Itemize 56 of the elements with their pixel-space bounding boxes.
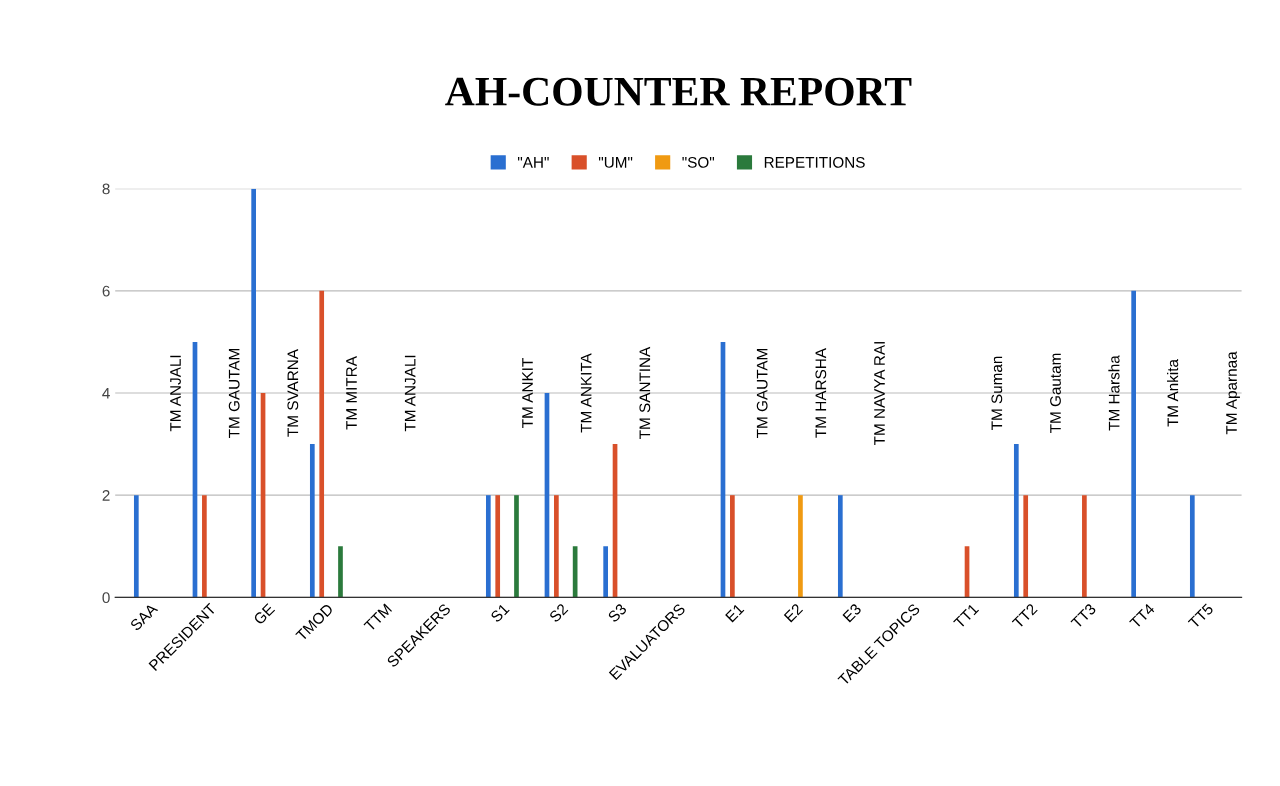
bar <box>514 495 519 598</box>
bar <box>798 495 803 598</box>
y-tick-label: 2 <box>102 490 110 501</box>
y-tick-label: 8 <box>102 183 110 195</box>
annotation: TM ANKIT <box>522 358 533 428</box>
x-tick-label: TT1 <box>953 603 980 630</box>
x-tick-label: TT3 <box>1070 602 1097 630</box>
bar <box>485 495 491 598</box>
bar <box>495 495 501 598</box>
annotation: TM NAVYA RAI <box>874 342 885 446</box>
bar <box>1023 495 1029 598</box>
bar <box>1131 290 1136 598</box>
legend-label: "AH" <box>517 157 549 168</box>
annotation: TM ANJALI <box>404 355 416 432</box>
annotation: TM ANKITA <box>580 353 592 433</box>
annotation: TM ANJALI <box>170 355 181 432</box>
bar <box>319 290 325 598</box>
x-tick-label: TT4 <box>1129 602 1156 630</box>
bar <box>1013 444 1019 598</box>
annotation: TM SANTINA <box>639 346 651 439</box>
y-tick-label: 4 <box>102 388 110 399</box>
annotation: TM Ankita <box>1167 359 1179 427</box>
x-tick-label: E1 <box>725 603 745 623</box>
chart-title: AH-COUNTER REPORT <box>445 77 912 106</box>
y-tick-label: 0 <box>102 592 110 604</box>
x-tick-label: S2 <box>548 603 569 623</box>
annotation: TM Gautam <box>1050 353 1061 433</box>
legend-label: REPETITIONS <box>764 156 865 168</box>
legend-label: "SO" <box>682 156 715 168</box>
annotation: TM HARSHA <box>815 348 827 438</box>
annotation: TM Harsha <box>1108 355 1120 431</box>
annotation: TM SVARNA <box>287 349 299 437</box>
bar <box>1082 495 1087 598</box>
annotation: TM Suman <box>991 356 1003 431</box>
bar <box>133 495 139 598</box>
bar <box>1189 495 1195 598</box>
bar <box>251 188 256 598</box>
x-tick-label: TT2 <box>1011 603 1038 630</box>
x-tick-label: S1 <box>489 603 510 623</box>
x-tick-label: GE <box>252 602 276 626</box>
legend-label: "UM" <box>598 157 633 168</box>
y-tick-label: 6 <box>102 285 110 297</box>
x-tick-label: E2 <box>783 603 804 623</box>
bar <box>309 444 315 598</box>
bar <box>837 495 843 598</box>
bar <box>603 546 608 598</box>
bar <box>554 495 559 598</box>
x-tick-label: TT5 <box>1187 603 1214 630</box>
annotation: TM Aparnaa <box>1226 351 1240 435</box>
annotation: TM GAUTAM <box>756 348 768 438</box>
annotation: TM GAUTAM <box>228 348 240 438</box>
x-tick-label: E3 <box>842 602 862 623</box>
annotation: TM MITRA <box>346 356 357 430</box>
bar <box>338 546 343 598</box>
bar <box>730 495 735 598</box>
bar <box>202 495 207 598</box>
